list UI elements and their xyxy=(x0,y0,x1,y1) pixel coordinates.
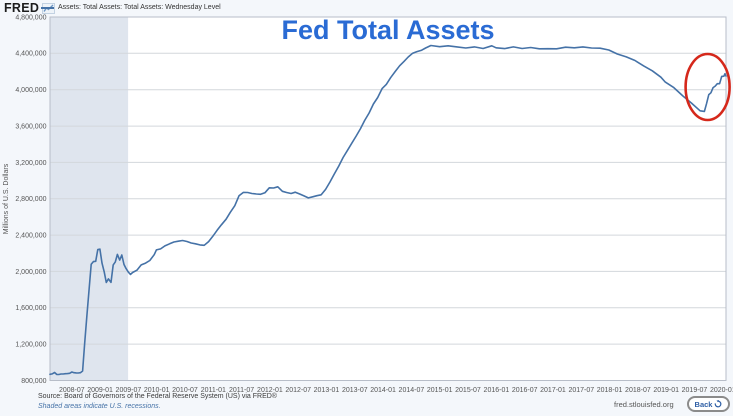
plot-border xyxy=(49,16,727,381)
x-tick-label: 2008-07 xyxy=(59,387,85,394)
y-tick-label: 4,800,000 xyxy=(15,14,46,21)
x-tick-label: 2016-07 xyxy=(512,387,538,394)
back-refresh-icon xyxy=(714,400,722,408)
y-tick-label: 2,400,000 xyxy=(15,233,46,240)
source-text: Source: Board of Governors of the Federa… xyxy=(38,393,277,400)
x-tick-label: 2012-07 xyxy=(285,387,311,394)
y-tick-label: 1,200,000 xyxy=(15,342,46,349)
x-tick-label: 2018-07 xyxy=(625,387,651,394)
x-tick-label: 2012-01 xyxy=(257,387,283,394)
series-line xyxy=(49,44,727,376)
x-tick-label: 2017-07 xyxy=(568,387,594,394)
annotation-ellipse xyxy=(684,52,731,122)
x-tick-label: 2009-07 xyxy=(116,387,142,394)
legend-label: Assets: Total Assets: Total Assets: Wedn… xyxy=(58,4,221,11)
y-tick-label: 800,000 xyxy=(21,378,46,385)
x-tick-label: 2019-07 xyxy=(682,387,708,394)
y-tick-label: 3,600,000 xyxy=(15,124,46,131)
x-tick-label: 2017-01 xyxy=(540,387,566,394)
fred-logo-text: FRED xyxy=(4,1,40,15)
x-tick-label: 2018-01 xyxy=(597,387,623,394)
x-tick-label: 2020-01 xyxy=(710,387,733,394)
chart-title: Fed Total Assets xyxy=(281,15,495,45)
x-tick-label: 2010-01 xyxy=(144,387,170,394)
recession-note: Shaded areas indicate U.S. recessions. xyxy=(38,402,161,410)
x-tick-label: 2016-01 xyxy=(484,387,510,394)
y-tick-label: 2,000,000 xyxy=(15,269,46,276)
x-tick-label: 2010-07 xyxy=(172,387,198,394)
x-tick-label: 2011-07 xyxy=(229,387,254,394)
x-tick-label: 2009-01 xyxy=(87,387,113,394)
x-tick-label: 2013-01 xyxy=(314,387,340,394)
y-tick-label: 2,800,000 xyxy=(15,196,46,203)
x-tick-label: 2014-01 xyxy=(370,387,396,394)
site-link[interactable]: fred.stlouisfed.org xyxy=(614,400,674,409)
x-tick-label: 2014-07 xyxy=(399,387,425,394)
chart-legend: Assets: Total Assets: Total Assets: Wedn… xyxy=(41,4,221,11)
x-tick-label: 2013-07 xyxy=(342,387,368,394)
y-tick-label: 4,000,000 xyxy=(15,87,46,94)
x-tick-label: 2015-07 xyxy=(455,387,481,394)
back-button-label: Back xyxy=(694,399,713,409)
back-button[interactable]: Back xyxy=(687,396,730,412)
y-axis-title: Millions of U.S. Dollars xyxy=(3,163,10,234)
y-tick-label: 3,200,000 xyxy=(15,160,46,167)
x-tick-label: 2011-01 xyxy=(201,387,226,394)
y-tick-label: 1,600,000 xyxy=(15,305,46,312)
legend-line-swatch xyxy=(41,6,54,9)
y-tick-label: 4,400,000 xyxy=(15,51,46,58)
x-tick-label: 2015-01 xyxy=(427,387,453,394)
x-tick-label: 2019-01 xyxy=(653,387,679,394)
